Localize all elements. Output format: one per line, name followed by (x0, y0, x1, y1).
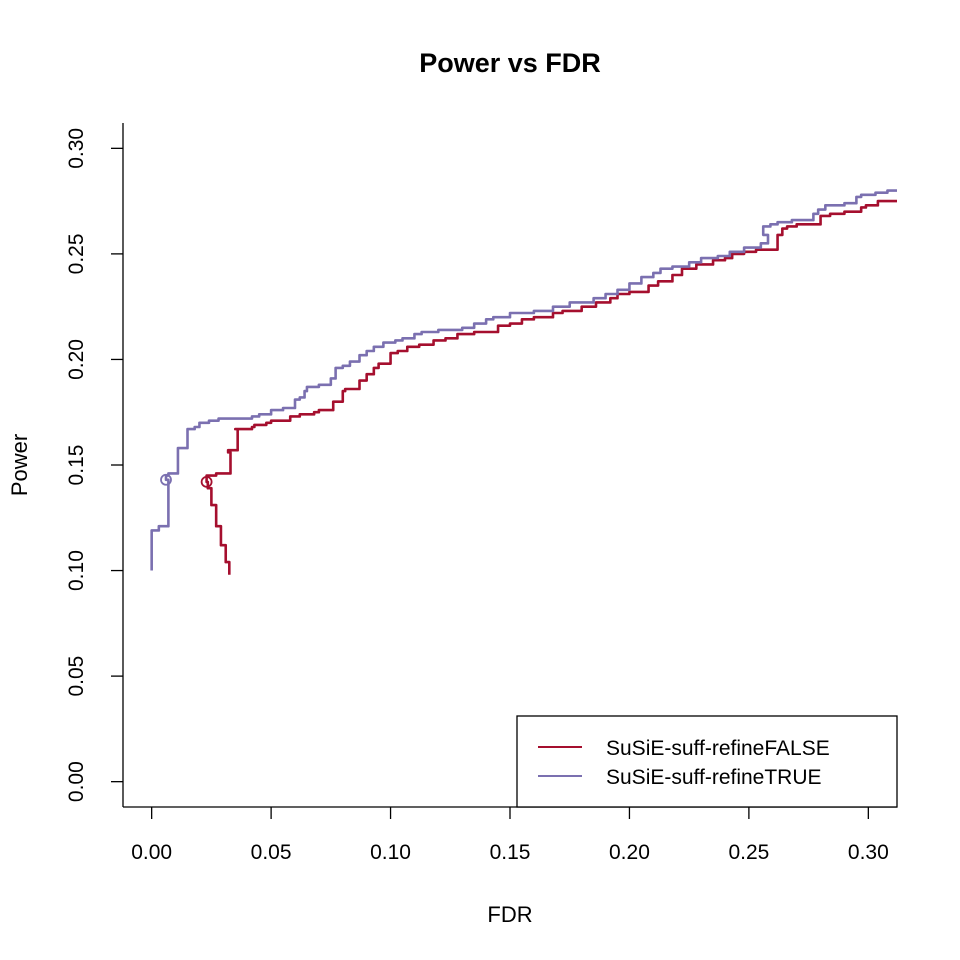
x-tick-label: 0.00 (131, 841, 172, 864)
legend-label-refinetrue: SuSiE-suff-refineTRUE (606, 766, 822, 789)
x-tick-label: 0.10 (370, 841, 411, 864)
y-tick-label: 0.10 (65, 550, 88, 591)
x-tick-label: 0.15 (490, 841, 531, 864)
x-tick-label: 0.05 (251, 841, 292, 864)
y-tick-label: 0.05 (65, 656, 88, 697)
series-layer (150, 189, 897, 575)
x-axis-ticks: 0.00 0.05 0.10 0.15 0.20 0.25 0.30 (131, 807, 889, 864)
x-axis-label: FDR (487, 902, 532, 927)
legend-box (516, 715, 898, 808)
y-axis-label: Power (7, 434, 32, 496)
series-line-refinefalse (205, 199, 897, 575)
legend: SuSiE-suff-refineFALSE SuSiE-suff-refine… (516, 715, 898, 808)
x-tick-label: 0.20 (609, 841, 650, 864)
series-marker-refinefalse (200, 475, 213, 488)
y-tick-label: 0.00 (65, 761, 88, 802)
y-tick-label: 0.20 (65, 339, 88, 380)
x-tick-label: 0.25 (728, 841, 769, 864)
series-marker-refinetrue (160, 473, 172, 486)
chart-title: Power vs FDR (419, 48, 601, 78)
legend-label-refinefalse: SuSiE-suff-refineFALSE (606, 737, 830, 760)
x-tick-label: 0.30 (848, 841, 889, 864)
y-tick-label: 0.15 (65, 445, 88, 486)
y-tick-label: 0.30 (65, 128, 88, 169)
y-axis-ticks: 0.00 0.05 0.10 0.15 0.20 0.25 0.30 (65, 128, 123, 802)
series-line-refinetrue (150, 189, 897, 571)
y-tick-label: 0.25 (65, 233, 88, 274)
